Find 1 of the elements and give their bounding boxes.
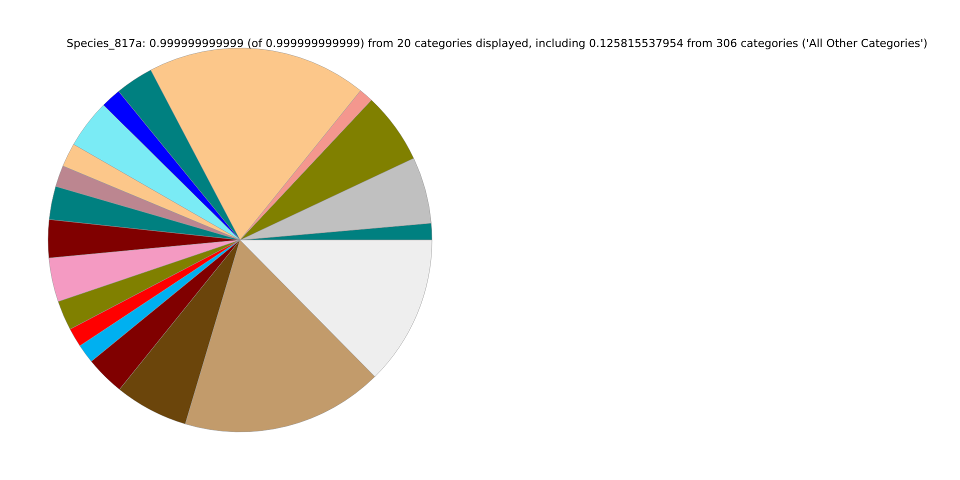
text: Species_817a: 0.999999999999 (of 0.999999999999) from 20 categories displayed, including 0.125815537954 from 306 categories ('All Other Categories') [66, 37, 928, 50]
